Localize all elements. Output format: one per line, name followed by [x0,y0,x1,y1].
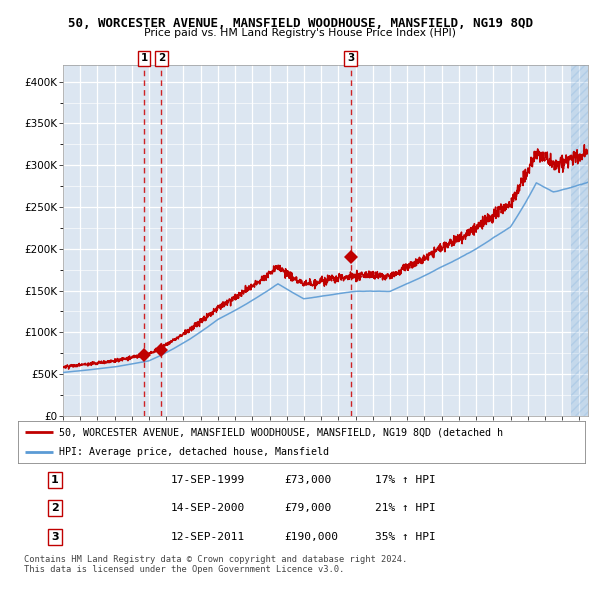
Text: 1: 1 [51,475,59,485]
Text: Price paid vs. HM Land Registry's House Price Index (HPI): Price paid vs. HM Land Registry's House … [144,28,456,38]
Text: 2: 2 [158,53,165,63]
Text: HPI: Average price, detached house, Mansfield: HPI: Average price, detached house, Mans… [59,447,329,457]
Text: 21% ↑ HPI: 21% ↑ HPI [375,503,436,513]
Text: £73,000: £73,000 [284,475,332,485]
Text: 12-SEP-2011: 12-SEP-2011 [171,532,245,542]
Text: 3: 3 [347,53,354,63]
Text: £190,000: £190,000 [284,532,338,542]
Text: £79,000: £79,000 [284,503,332,513]
Text: 50, WORCESTER AVENUE, MANSFIELD WOODHOUSE, MANSFIELD, NG19 8QD (detached h: 50, WORCESTER AVENUE, MANSFIELD WOODHOUS… [59,427,503,437]
Text: 17% ↑ HPI: 17% ↑ HPI [375,475,436,485]
Bar [571,65,600,416]
Text: 17-SEP-1999: 17-SEP-1999 [171,475,245,485]
Text: 3: 3 [51,532,59,542]
Text: Contains HM Land Registry data © Crown copyright and database right 2024.
This d: Contains HM Land Registry data © Crown c… [24,555,407,574]
Text: 35% ↑ HPI: 35% ↑ HPI [375,532,436,542]
Text: 1: 1 [140,53,148,63]
Text: 14-SEP-2000: 14-SEP-2000 [171,503,245,513]
Text: 2: 2 [51,503,59,513]
Text: 50, WORCESTER AVENUE, MANSFIELD WOODHOUSE, MANSFIELD, NG19 8QD: 50, WORCESTER AVENUE, MANSFIELD WOODHOUS… [67,17,533,30]
